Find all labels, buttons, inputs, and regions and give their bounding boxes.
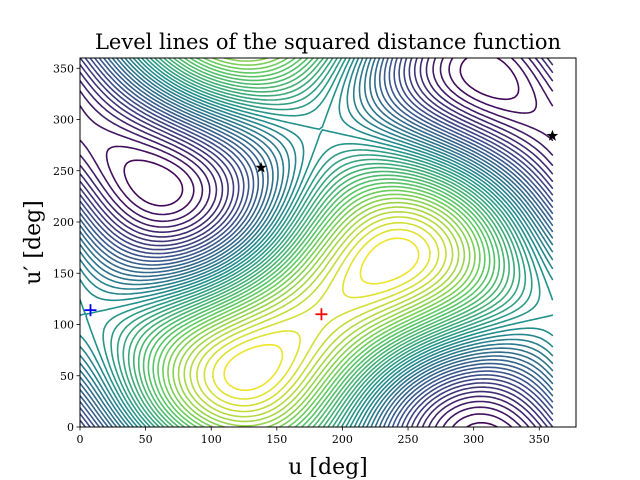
- contour-level: [80, 58, 554, 427]
- minimum-marker: [315, 308, 328, 321]
- x-tick: 300: [463, 427, 484, 446]
- contour-level: [223, 237, 420, 391]
- contour-level: [80, 58, 554, 427]
- contour-level: [80, 58, 554, 427]
- contour-level: [177, 201, 466, 427]
- y-tick: 300: [53, 114, 80, 127]
- y-tick: 250: [53, 165, 80, 178]
- saddle-1-marker: [255, 161, 267, 173]
- plot-frame: [79, 57, 577, 428]
- y-tick: 100: [53, 319, 80, 332]
- contour-level: [105, 58, 538, 427]
- saddle-2-marker: [546, 129, 559, 141]
- contour-level: [80, 58, 554, 427]
- contour-level: [80, 58, 554, 427]
- x-tick-label: 300: [463, 433, 484, 446]
- y-axis-ticks: 0 50 100 150 200 250 300 350: [53, 62, 80, 434]
- x-tick: 0: [77, 427, 84, 446]
- contour-level: [80, 58, 554, 427]
- contour-level: [80, 58, 554, 427]
- y-tick: 150: [53, 267, 80, 280]
- x-tick: 100: [201, 427, 222, 446]
- contour-level: [122, 58, 521, 427]
- contour-level: [80, 58, 554, 427]
- x-tick-label: 0: [77, 433, 84, 446]
- contour-level: [80, 58, 554, 427]
- contour-level: [203, 221, 440, 407]
- contour-level: [80, 58, 554, 427]
- y-tick: 50: [60, 370, 80, 383]
- x-tick-label: 350: [529, 433, 550, 446]
- contour-level: [80, 58, 554, 427]
- contour-level: [137, 58, 505, 427]
- y-tick-label: 0: [67, 421, 74, 434]
- x-tick: 150: [266, 427, 287, 446]
- x-tick: 50: [139, 427, 153, 446]
- contour-level: [196, 216, 447, 413]
- y-tick-label: 50: [60, 370, 74, 383]
- y-tick-label: 100: [53, 319, 74, 332]
- contour-level: [80, 58, 554, 427]
- contour-level: [142, 58, 501, 427]
- start-point-marker: [84, 304, 97, 317]
- x-tick-label: 150: [266, 433, 287, 446]
- contour-level: [212, 228, 431, 400]
- contour-level: [127, 58, 515, 427]
- x-axis-ticks: 0 50 100 150 200 250 300 350: [77, 427, 550, 446]
- contour-level: [147, 58, 496, 427]
- contour-level: [80, 58, 554, 427]
- contour-level: [172, 58, 471, 427]
- y-tick-label: 350: [53, 62, 74, 75]
- contour-level: [167, 58, 476, 427]
- y-axis-label: u′ [deg]: [21, 200, 46, 285]
- x-tick: 350: [529, 427, 550, 446]
- contour-level: [80, 58, 554, 427]
- x-tick-label: 100: [201, 433, 222, 446]
- y-tick: 200: [53, 216, 80, 229]
- contour-level: [80, 58, 554, 427]
- x-tick-label: 50: [139, 433, 153, 446]
- y-tick-label: 200: [53, 216, 74, 229]
- x-tick-label: 200: [332, 433, 353, 446]
- x-tick: 250: [398, 427, 419, 446]
- contour-level: [80, 58, 554, 427]
- contour-level: [183, 206, 460, 423]
- contour-level: [116, 58, 527, 427]
- contour-level: [152, 58, 491, 427]
- contour-level: [157, 58, 486, 427]
- contour-level: [110, 58, 533, 427]
- x-tick-label: 250: [398, 433, 419, 446]
- contour-level: [162, 58, 481, 427]
- y-tick-label: 150: [53, 267, 74, 280]
- y-tick: 350: [53, 62, 80, 75]
- contour-level: [133, 58, 510, 427]
- y-tick-label: 300: [53, 114, 74, 127]
- contour-level: [80, 58, 554, 427]
- contour-level: [189, 211, 454, 418]
- markers: [84, 129, 559, 321]
- contour-lines: [80, 58, 554, 427]
- y-tick-label: 250: [53, 165, 74, 178]
- chart-title: Level lines of the squared distance func…: [95, 30, 561, 54]
- contour-level: [102, 58, 541, 427]
- x-tick: 200: [332, 427, 353, 446]
- x-axis-label: u [deg]: [288, 455, 368, 480]
- y-tick: 0: [67, 421, 80, 434]
